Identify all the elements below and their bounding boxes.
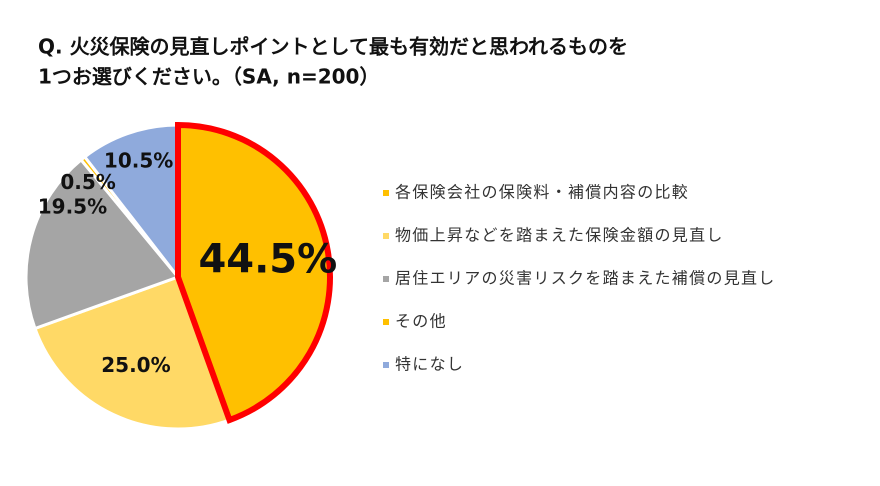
pie-slice (175, 121, 333, 424)
data-label: 10.5% (104, 148, 173, 172)
pie-slice (82, 123, 180, 282)
pie-slice (24, 157, 181, 331)
chart-title: Q. 火災保険の見直しポイントとして最も有効だと思われるものを (38, 35, 628, 59)
data-label: 0.5% (60, 170, 115, 194)
legend-label: 居住エリアの災害リスクを踏まえた補償の見直し (395, 269, 776, 288)
legend-swatch (383, 319, 389, 325)
legend-label: その他 (395, 312, 447, 331)
legend-label: 物価上昇などを踏まえた保険金額の見直し (395, 226, 724, 245)
legend-label: 特になし (395, 355, 464, 374)
data-label: 25.0% (101, 353, 170, 377)
data-label: 19.5% (38, 195, 107, 219)
legend-swatch (383, 276, 389, 282)
legend-swatch (383, 362, 389, 368)
legend-label: 各保険会社の保険料・補償内容の比較 (395, 183, 689, 202)
legend-swatch (383, 190, 389, 196)
chart-title: 1つお選びください。（SA, n=200） (38, 65, 379, 89)
legend-swatch (383, 233, 389, 239)
data-label: 44.5% (198, 236, 337, 282)
pie-slice (33, 275, 232, 431)
